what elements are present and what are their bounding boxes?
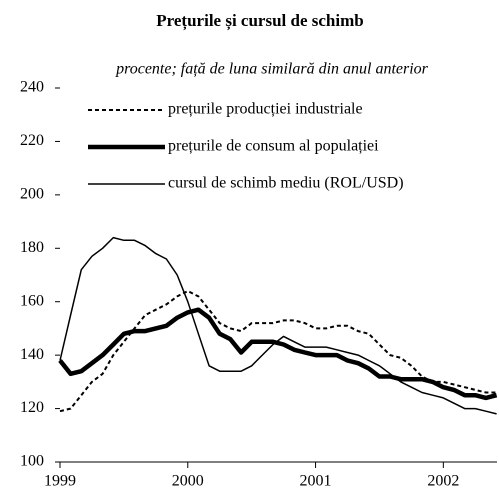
- x-tick-label: 1999: [44, 473, 76, 490]
- series-line: [58, 307, 498, 401]
- legend-label: prețurile producției industriale: [168, 101, 363, 118]
- legend-label: cursul de schimb mediu (ROL/USD): [168, 175, 404, 192]
- x-tick-label: 2002: [427, 473, 459, 490]
- legend-label: prețurile de consum al populației: [168, 138, 379, 155]
- y-tick-label: 140: [20, 346, 44, 363]
- y-tick-label: 220: [20, 132, 44, 149]
- y-tick-label: 180: [20, 239, 44, 256]
- y-tick-label: 200: [20, 186, 44, 203]
- y-tick-label: 160: [20, 292, 44, 309]
- y-tick-label: 100: [20, 453, 44, 470]
- chart-subtitle: procente; față de luna similară din anul…: [115, 61, 429, 78]
- series-line: [59, 236, 497, 415]
- y-tick-label: 240: [20, 79, 44, 96]
- x-tick-label: 2001: [300, 473, 332, 490]
- y-tick-label: 120: [20, 399, 44, 416]
- series-line: [59, 290, 497, 413]
- x-tick-label: 2000: [172, 473, 204, 490]
- chart-title: Prețurile și cursul de schimb: [156, 11, 363, 31]
